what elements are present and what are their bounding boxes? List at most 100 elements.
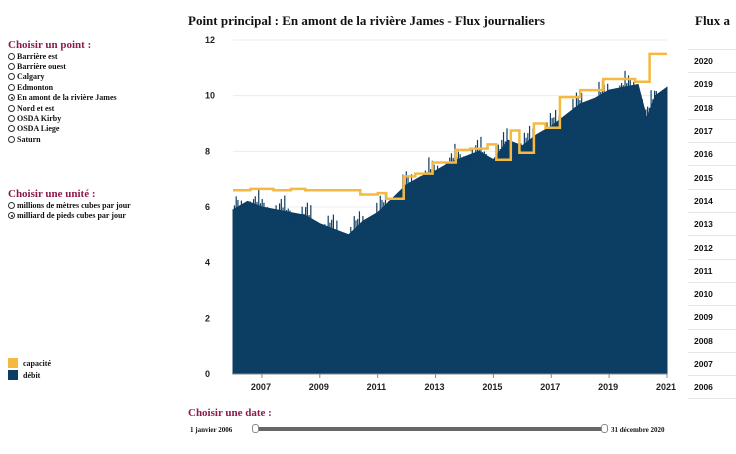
legend-item-capacite: capacité: [8, 357, 51, 369]
year-row: 2010: [688, 283, 736, 307]
year-label: 2019: [694, 79, 713, 90]
slider-end-handle[interactable]: [601, 424, 608, 433]
year-row: 2017: [688, 120, 736, 144]
year-label: 2012: [694, 242, 713, 253]
point-option[interactable]: En amont de la rivière James: [8, 93, 178, 103]
year-label: 2009: [694, 312, 713, 323]
year-label: 2008: [694, 335, 713, 346]
radio-button[interactable]: [8, 115, 15, 123]
year-label: 2007: [694, 359, 713, 369]
point-selector: Choisir un point : Barrière est Barrière …: [8, 39, 178, 145]
year-row: 2014: [688, 190, 736, 214]
point-option[interactable]: Barrière ouest: [8, 61, 178, 71]
radio-button[interactable]: [8, 104, 15, 112]
legend-label-debit: débit: [23, 370, 41, 380]
point-option[interactable]: Barrière est: [8, 51, 178, 61]
unit-section-title: Choisir une unité :: [8, 188, 96, 200]
radio-button[interactable]: [8, 83, 15, 91]
year-label: 2014: [694, 195, 713, 206]
point-option[interactable]: Nord et est: [8, 103, 178, 113]
point-option[interactable]: Edmonton: [8, 82, 178, 92]
capacite-line: [233, 52, 667, 200]
unit-option-label: millions de mètres cubes par jour: [17, 200, 131, 210]
point-option-label: Saturn: [17, 134, 41, 144]
year-row: 2016: [688, 143, 736, 167]
point-option[interactable]: OSDA Liege: [8, 124, 178, 134]
y-tick-label: 10: [205, 91, 215, 101]
legend-label-capacite: capacité: [23, 358, 51, 368]
year-row: 2007: [688, 353, 736, 377]
end-date-label: 31 décembre 2020: [611, 426, 665, 434]
point-option-label: Nord et est: [17, 103, 55, 113]
y-tick-label: 6: [205, 202, 210, 212]
date-selector: Choisir une date :: [188, 407, 272, 419]
point-option[interactable]: OSDA Kirby: [8, 113, 178, 123]
radio-button[interactable]: [8, 52, 15, 60]
radio-button[interactable]: [8, 73, 15, 81]
point-option-label: OSDA Kirby: [17, 114, 62, 124]
year-label: 2016: [694, 149, 713, 160]
year-row: 2018: [688, 97, 736, 120]
year-label: 2017: [694, 126, 713, 137]
year-row: 2020: [688, 50, 736, 74]
point-option[interactable]: Saturn: [8, 134, 178, 144]
year-row: 2012: [688, 236, 736, 260]
point-option-label: Barrière est: [17, 51, 58, 61]
point-section-title: Choisir un point :: [8, 39, 92, 51]
date-slider[interactable]: [252, 424, 608, 434]
point-options: Barrière est Barrière ouest Calgary Edmonto…: [8, 51, 178, 145]
unit-option-label: milliard de pieds cubes par jour: [17, 211, 126, 221]
date-section-title: Choisir une date :: [188, 407, 272, 419]
y-tick-label: 0: [205, 369, 210, 379]
year-label: 2011: [694, 265, 713, 276]
point-option-label: OSDA Liege: [17, 124, 60, 134]
unit-option[interactable]: millions de mètres cubes par jour: [8, 200, 183, 210]
x-tick-label: 2013: [425, 382, 445, 392]
debit-area: [232, 83, 668, 375]
radio-button[interactable]: [8, 94, 15, 102]
chart-title: Point principal : En amont de la rivière…: [188, 13, 545, 28]
slider-start-handle[interactable]: [252, 424, 259, 433]
unit-options: millions de mètres cubes par jour milliar…: [8, 200, 183, 221]
year-label: 2013: [694, 219, 713, 230]
yearly-table: 2020 2019 2018 2017 2016 2015 2014 2013 2012 2011…: [688, 49, 736, 400]
point-option-label: Calgary: [17, 72, 45, 82]
x-tick-label: 2021: [656, 382, 676, 392]
point-option-label: En amont de la rivière James: [17, 93, 117, 103]
legend-item-debit: débit: [8, 369, 51, 381]
year-label: 2015: [694, 172, 713, 183]
x-tick-label: 2015: [482, 382, 502, 392]
capacite-swatch: [8, 358, 18, 368]
year-row: 2019: [688, 73, 736, 97]
year-label: 2020: [694, 56, 713, 67]
year-row: 2009: [688, 306, 736, 330]
flow-chart: 0 2 4 6 8 10 12 2007 2009 2011 2013 2015 2017 2019 202…: [205, 35, 676, 392]
x-tick-label: 2007: [251, 382, 271, 392]
slider-track: [256, 427, 604, 431]
chart-legend: capacité débit: [8, 357, 51, 381]
x-tick-label: 2011: [367, 382, 387, 392]
radio-button[interactable]: [8, 63, 15, 71]
year-row: 2015: [688, 166, 736, 190]
year-label: 2018: [694, 102, 713, 113]
unit-option[interactable]: milliard de pieds cubes par jour: [8, 210, 183, 220]
y-tick-label: 2: [205, 313, 210, 323]
y-tick-label: 8: [205, 146, 210, 156]
year-label: 2010: [694, 289, 713, 300]
start-date-label: 1 janvier 2006: [190, 426, 233, 434]
radio-button[interactable]: [8, 201, 15, 209]
year-row: 2011: [688, 260, 736, 283]
secondary-chart-title: Flux a: [695, 13, 731, 28]
unit-selector: Choisir une unité : millions de mètres c…: [8, 188, 183, 221]
y-tick-label: 4: [205, 258, 210, 268]
year-row: 2013: [688, 213, 736, 237]
point-option[interactable]: Calgary: [8, 72, 178, 82]
radio-button[interactable]: [8, 212, 15, 220]
year-row: 2008: [688, 330, 736, 353]
point-option-label: Barrière ouest: [17, 62, 66, 72]
radio-button[interactable]: [8, 125, 15, 133]
radio-button[interactable]: [8, 135, 15, 143]
x-tick-label: 2017: [540, 382, 560, 392]
year-label: 2006: [694, 382, 713, 393]
year-row: 2006: [688, 376, 736, 400]
